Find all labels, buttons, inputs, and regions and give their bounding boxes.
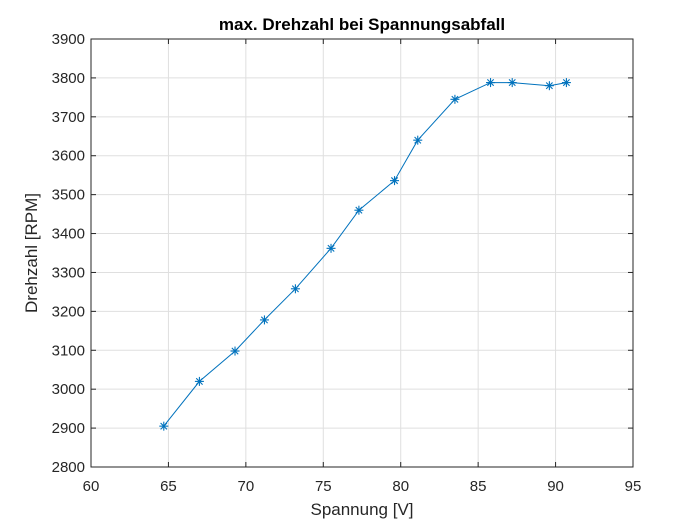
x-tick-label: 80 [392,478,409,495]
data-point [159,421,169,431]
data-point [486,78,496,88]
y-tick-label: 3700 [52,109,85,126]
data-point [259,315,269,325]
y-tick-label: 2900 [52,420,85,437]
x-tick-label: 95 [625,478,642,495]
x-tick-label: 90 [547,478,564,495]
data-point [326,243,336,253]
y-tick-label: 3800 [52,70,85,87]
data-point [354,205,364,215]
y-tick-label: 3900 [52,31,85,48]
x-tick-label: 60 [83,478,100,495]
data-point [194,376,204,386]
data-series [159,78,571,431]
y-axis-label: Drehzahl [RPM] [22,193,41,313]
grid-lines [90,38,634,468]
y-tick-label: 3100 [52,342,85,359]
x-tick-label: 75 [315,478,332,495]
data-point [413,135,423,145]
data-point [230,346,240,356]
x-tick-label: 85 [470,478,487,495]
y-tick-label: 3600 [52,148,85,165]
data-point [561,78,571,88]
x-tick-labels: 60 65 70 75 80 85 90 95 [83,478,642,495]
y-tick-label: 3000 [52,381,85,398]
data-point [450,94,460,104]
y-tick-label: 3200 [52,303,85,320]
axis-ticks [90,38,634,468]
y-tick-label: 3400 [52,226,85,243]
plot-frame [90,38,634,468]
x-axis-label: Spannung [V] [310,500,413,519]
y-tick-label: 3500 [52,187,85,204]
data-point [290,284,300,294]
y-tick-label: 3300 [52,264,85,281]
x-tick-label: 65 [160,478,177,495]
data-point [390,176,400,186]
x-tick-label: 70 [238,478,255,495]
y-tick-labels: 2800 2900 3000 3100 3200 3300 3400 3500 3600 3700… [52,31,85,476]
series-line [163,82,567,427]
data-point [544,81,554,91]
y-tick-label: 2800 [52,459,85,476]
data-point [507,78,517,88]
chart-title: max. Drehzahl bei Spannungsabfall [219,15,505,34]
